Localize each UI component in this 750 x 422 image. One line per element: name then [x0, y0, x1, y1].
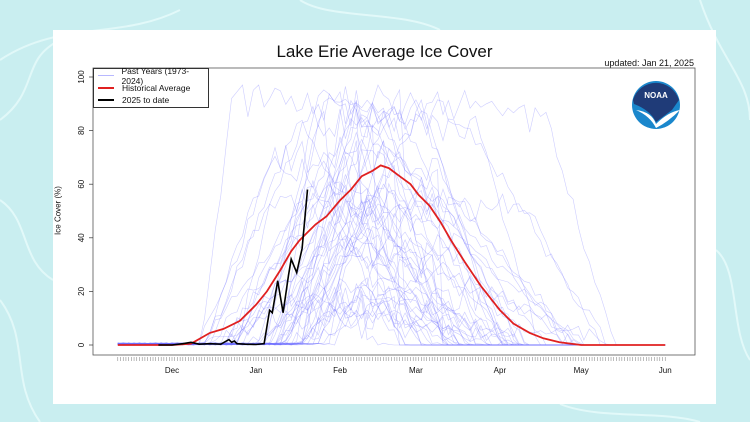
legend-item-past-years: Past Years (1973-2024) — [94, 66, 208, 86]
past-year-line-1985 — [117, 220, 666, 346]
historical-average-line — [117, 164, 666, 346]
current-season-line — [158, 189, 309, 346]
x-tick-label: Mar — [409, 366, 423, 375]
past-year-line-1978 — [117, 84, 666, 346]
y-tick-label: 100 — [77, 70, 86, 84]
past-year-line-2000 — [117, 253, 666, 346]
past-year-line-1973 — [117, 183, 666, 346]
past-year-line-2020 — [117, 156, 666, 346]
y-tick-label: 40 — [77, 233, 86, 242]
y-tick-label: 20 — [77, 286, 86, 295]
y-tick-label: 60 — [77, 179, 86, 188]
x-tick-label: Dec — [165, 366, 179, 375]
past-year-line-1980 — [117, 99, 666, 346]
chart-legend: Past Years (1973-2024) Historical Averag… — [93, 66, 209, 108]
svg-text:NOAA: NOAA — [644, 91, 668, 100]
past-year-line-2011 — [117, 183, 666, 346]
past-year-line-1992 — [117, 225, 666, 346]
x-tick-label: Jan — [250, 366, 263, 375]
past-year-line-2008 — [117, 195, 666, 346]
plot-frame — [92, 67, 696, 356]
past-year-line-1996 — [117, 286, 666, 346]
x-tick-label: May — [574, 366, 589, 375]
x-tick-label: Apr — [494, 366, 507, 375]
y-tick-label: 0 — [77, 342, 86, 347]
past-year-line-2013 — [117, 184, 666, 346]
past-year-line-1974 — [117, 84, 666, 346]
legend-item-historical-average: Historical Average — [94, 82, 208, 93]
noaa-logo: NOAA — [632, 81, 680, 129]
x-tick-label: Feb — [333, 366, 347, 375]
y-tick-label: 80 — [77, 126, 86, 135]
past-year-line-2021 — [117, 254, 666, 346]
past-year-line-2017 — [117, 136, 666, 346]
updated-date: updated: Jan 21, 2025 — [604, 58, 694, 68]
past-year-line-1990 — [117, 220, 666, 346]
chart-title: Lake Erie Average Ice Cover — [276, 42, 493, 61]
x-tick-label: Jun — [659, 366, 672, 375]
legend-item-2025: 2025 to date — [94, 94, 208, 105]
